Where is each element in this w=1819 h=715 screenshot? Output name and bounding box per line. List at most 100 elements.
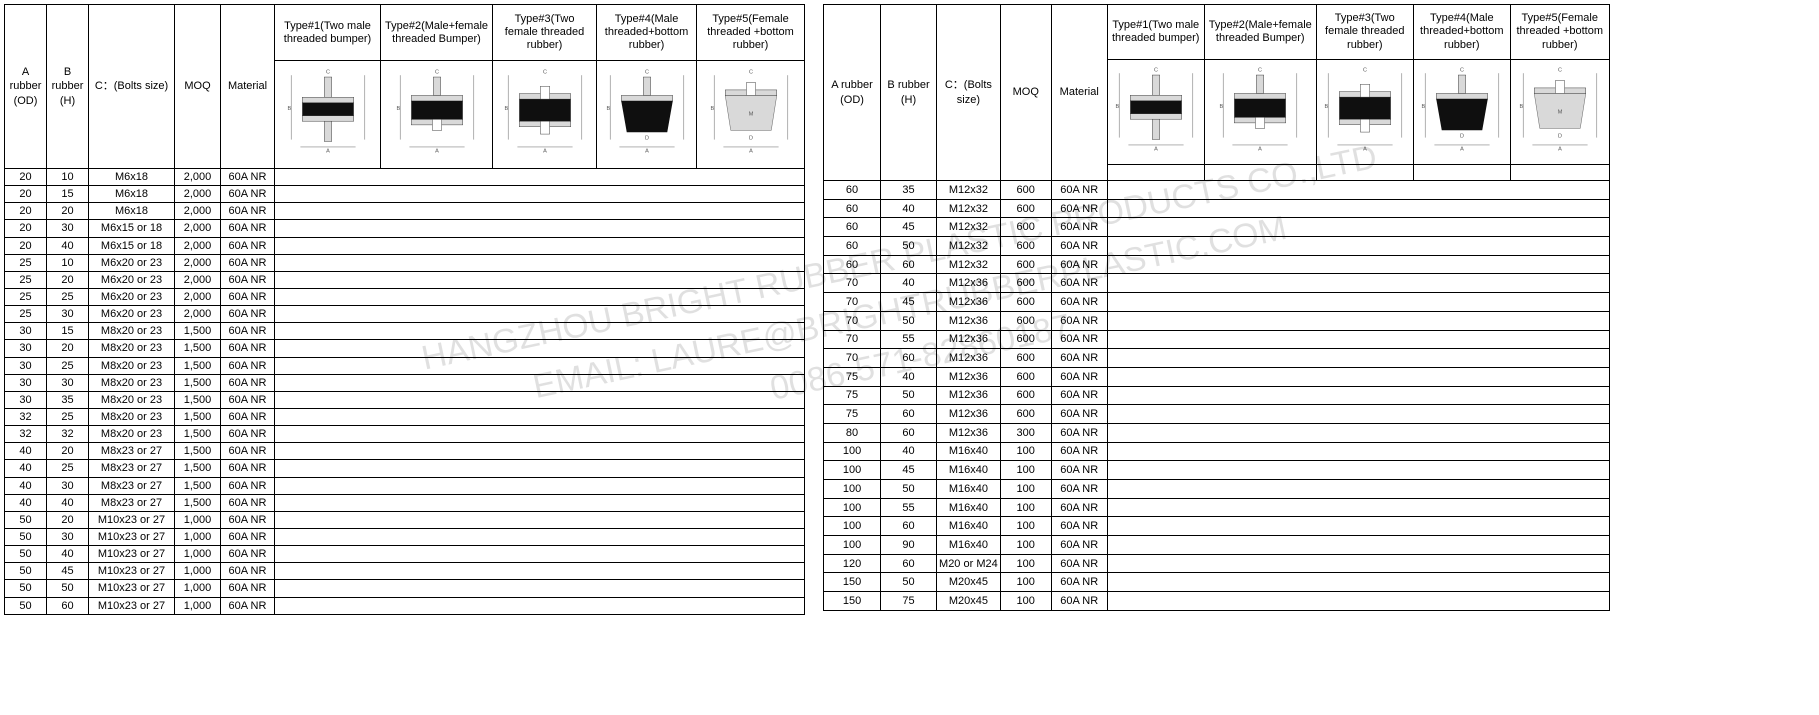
table-row: 3020M8x20 or 231,50060A NR — [5, 340, 805, 357]
cell: M12x36 — [937, 423, 1001, 442]
cell: 55 — [881, 498, 937, 517]
cell: 1,000 — [175, 528, 221, 545]
cell: 2,000 — [175, 237, 221, 254]
cell-empty — [1107, 199, 1609, 218]
cell: 40 — [47, 546, 89, 563]
cell: 100 — [1000, 480, 1051, 499]
cell: 2,000 — [175, 306, 221, 323]
cell: 60 — [881, 423, 937, 442]
table-row: 7040M12x3660060A NR — [824, 274, 1610, 293]
cell: 600 — [1000, 274, 1051, 293]
table-row: 2040M6x15 or 182,00060A NR — [5, 237, 805, 254]
table-row: 3035M8x20 or 231,50060A NR — [5, 391, 805, 408]
cell-empty — [275, 220, 805, 237]
col-b: B rubber (H) — [47, 5, 89, 169]
cell: M16x40 — [937, 461, 1001, 480]
cell: 1,500 — [175, 391, 221, 408]
table-row: 15050M20x4510060A NR — [824, 573, 1610, 592]
cell: 20 — [47, 271, 89, 288]
diagram-type2: A B C — [381, 61, 493, 169]
cell: 60A NR — [1051, 461, 1107, 480]
cell: 60A NR — [221, 391, 275, 408]
cell: 32 — [47, 426, 89, 443]
cell: 100 — [1000, 517, 1051, 536]
cell-empty — [1107, 573, 1609, 592]
cell-empty — [275, 391, 805, 408]
cell: M10x23 or 27 — [89, 580, 175, 597]
table-row: 2030M6x15 or 182,00060A NR — [5, 220, 805, 237]
cell-empty — [275, 546, 805, 563]
svg-text:C: C — [435, 70, 439, 76]
cell: 30 — [47, 374, 89, 391]
table-row: 5030M10x23 or 271,00060A NR — [5, 528, 805, 545]
col-type5: Type#5(Female threaded +bottom rubber) — [1510, 5, 1609, 60]
cell: M8x23 or 27 — [89, 460, 175, 477]
cell: 25 — [47, 288, 89, 305]
svg-text:C: C — [749, 70, 753, 76]
cell: M6x20 or 23 — [89, 254, 175, 271]
cell: 100 — [1000, 573, 1051, 592]
cell-empty — [275, 426, 805, 443]
cell: 60A NR — [1051, 573, 1107, 592]
cell: 1,000 — [175, 546, 221, 563]
table-row: 10055M16x4010060A NR — [824, 498, 1610, 517]
cell: M12x36 — [937, 405, 1001, 424]
cell: 60A NR — [1051, 199, 1107, 218]
cell: 100 — [824, 498, 881, 517]
cell: 100 — [824, 517, 881, 536]
cell: 100 — [1000, 554, 1051, 573]
diagram-type2: A B C — [1204, 60, 1316, 165]
svg-text:B: B — [504, 106, 508, 112]
svg-text:C: C — [1154, 67, 1158, 73]
cell: 60A NR — [1051, 237, 1107, 256]
cell-empty — [275, 528, 805, 545]
cell: 1,500 — [175, 460, 221, 477]
diagram-type5: M A B C D — [1510, 60, 1609, 165]
cell: 600 — [1000, 237, 1051, 256]
cell: 60A NR — [1051, 423, 1107, 442]
cell: 30 — [47, 306, 89, 323]
cell-empty — [275, 597, 805, 614]
col-mat: Material — [221, 5, 275, 169]
cell: 10 — [47, 169, 89, 186]
cell: 35 — [881, 181, 937, 200]
svg-text:M: M — [748, 112, 753, 118]
cell: 100 — [1000, 592, 1051, 611]
table-row: 7560M12x3660060A NR — [824, 405, 1610, 424]
cell: 60A NR — [1051, 218, 1107, 237]
cell: M8x20 or 23 — [89, 357, 175, 374]
cell: 25 — [5, 288, 47, 305]
cell: 60A NR — [1051, 405, 1107, 424]
cell: 300 — [1000, 423, 1051, 442]
blank-header — [1204, 165, 1316, 181]
cell: M12x36 — [937, 386, 1001, 405]
cell: 70 — [824, 330, 881, 349]
table-row: 4020M8x23 or 271,50060A NR — [5, 443, 805, 460]
cell: 60A NR — [221, 443, 275, 460]
cell-empty — [1107, 330, 1609, 349]
cell: 30 — [5, 340, 47, 357]
cell: 50 — [5, 511, 47, 528]
cell: M12x36 — [937, 349, 1001, 368]
diagram-type4: A B C D — [597, 61, 697, 169]
svg-text:B: B — [1519, 104, 1523, 110]
cell: M6x15 or 18 — [89, 237, 175, 254]
cell-empty — [1107, 461, 1609, 480]
cell: 60A NR — [1051, 311, 1107, 330]
cell: M10x23 or 27 — [89, 563, 175, 580]
cell: 600 — [1000, 330, 1051, 349]
cell: 40 — [5, 494, 47, 511]
cell: 60A NR — [221, 546, 275, 563]
cell: 60A NR — [221, 254, 275, 271]
cell: 50 — [5, 563, 47, 580]
cell: 60A NR — [1051, 293, 1107, 312]
cell: 70 — [824, 274, 881, 293]
cell: 100 — [824, 536, 881, 555]
cell: 60A NR — [221, 494, 275, 511]
cell: 60A NR — [221, 460, 275, 477]
cell: 40 — [881, 199, 937, 218]
cell: M8x20 or 23 — [89, 374, 175, 391]
cell: 2,000 — [175, 254, 221, 271]
cell: M12x36 — [937, 330, 1001, 349]
cell: 70 — [824, 349, 881, 368]
